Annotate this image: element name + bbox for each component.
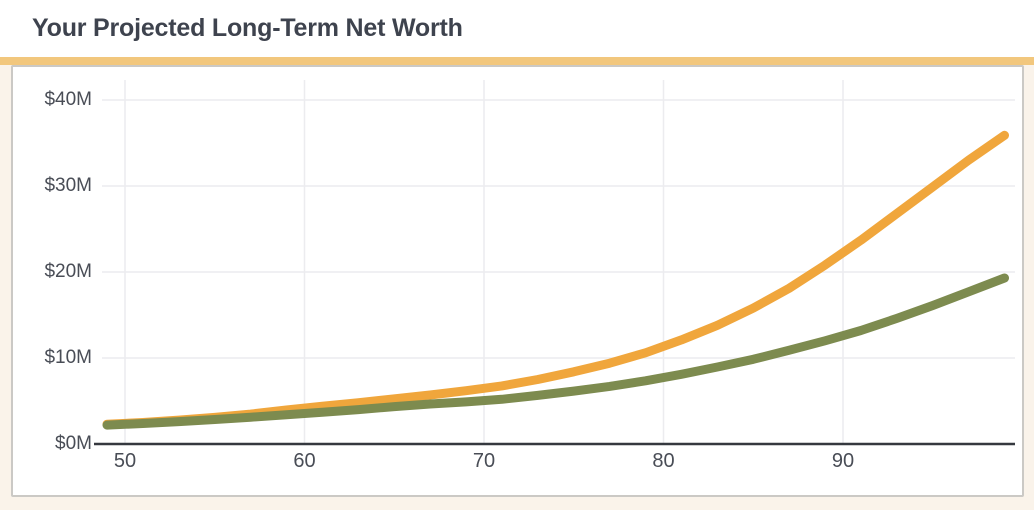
chart-panel: $40M $30M $20M $10M $0M 50 60 70 80 90: [11, 65, 1024, 497]
y-axis-tick-label: $10M: [44, 347, 92, 368]
x-axis-tick-label: 50: [114, 450, 136, 472]
y-axis-tick-label: $20M: [44, 261, 92, 282]
x-axis-tick-label: 90: [832, 450, 854, 472]
x-axis-tick-label: 60: [293, 450, 315, 472]
chart-header: Your Projected Long-Term Net Worth: [0, 0, 1034, 57]
y-axis-tick-label: $30M: [44, 175, 92, 196]
y-axis-tick-label: $0M: [55, 433, 92, 454]
x-axis-tick-label: 70: [473, 450, 495, 472]
page-title: Your Projected Long-Term Net Worth: [32, 14, 463, 42]
x-axis-tick-label: 80: [652, 450, 674, 472]
accent-divider-bar: [0, 57, 1034, 65]
series-orange-line: [102, 130, 1009, 429]
series-green-line: [102, 273, 1009, 430]
y-axis-tick-label: $40M: [44, 89, 92, 110]
net-worth-chart: $40M $30M $20M $10M $0M 50 60 70 80 90: [44, 80, 1015, 472]
